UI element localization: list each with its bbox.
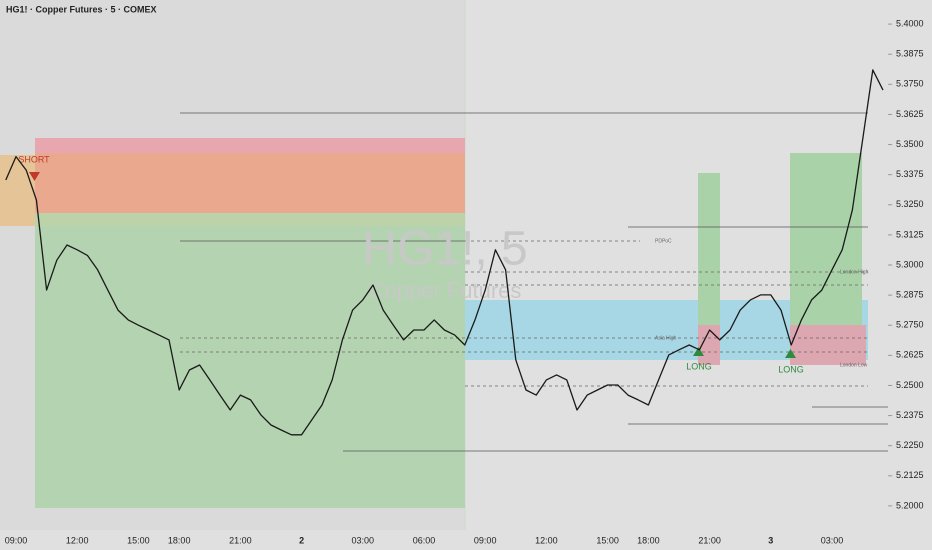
watermark: HG1!, 5 bbox=[362, 223, 527, 276]
x-tick-label: 15:00 bbox=[596, 535, 619, 545]
zone bbox=[0, 155, 35, 226]
level-label: London High bbox=[840, 269, 869, 275]
signal-marker bbox=[29, 172, 40, 181]
y-tick-label: 5.3125 bbox=[896, 229, 924, 239]
y-tick-label: 5.3500 bbox=[896, 139, 924, 149]
y-tick-label: 5.2750 bbox=[896, 320, 924, 330]
x-tick-label: 18:00 bbox=[168, 535, 191, 545]
x-tick-label: 18:00 bbox=[637, 535, 660, 545]
y-tick-label: 5.3625 bbox=[896, 109, 924, 119]
y-tick-label: 5.2875 bbox=[896, 289, 924, 299]
y-tick-label: 5.3750 bbox=[896, 79, 924, 89]
level-label: London Low bbox=[840, 362, 868, 368]
zone bbox=[35, 226, 465, 508]
zone bbox=[35, 153, 465, 213]
signal-marker bbox=[693, 347, 704, 356]
x-tick-label: 2 bbox=[299, 535, 304, 545]
zone bbox=[790, 325, 866, 365]
price-line bbox=[5, 69, 884, 436]
y-tick-label: 5.2000 bbox=[896, 500, 924, 510]
signal-label: LONG bbox=[686, 361, 712, 371]
y-tick-label: 5.3375 bbox=[896, 169, 924, 179]
zone bbox=[698, 173, 720, 352]
y-tick-label: 5.2375 bbox=[896, 410, 924, 420]
y-tick-label: 5.3250 bbox=[896, 199, 924, 209]
x-tick-label: 03:00 bbox=[821, 535, 844, 545]
y-tick-label: 5.3875 bbox=[896, 49, 924, 59]
x-tick-label: 12:00 bbox=[66, 535, 89, 545]
x-tick-label: 09:00 bbox=[474, 535, 497, 545]
x-tick-label: 12:00 bbox=[535, 535, 558, 545]
x-tick-label: 15:00 bbox=[127, 535, 150, 545]
x-tick-label: 21:00 bbox=[698, 535, 721, 545]
watermark-subtitle: Copper Futures bbox=[369, 278, 522, 303]
zone bbox=[35, 213, 465, 226]
y-tick-label: 5.3000 bbox=[896, 259, 924, 269]
level-label: PDPoC bbox=[655, 238, 672, 244]
x-tick-label: 3 bbox=[768, 535, 773, 545]
zone bbox=[790, 153, 862, 325]
x-tick-label: 21:00 bbox=[229, 535, 252, 545]
signal-label: LONG bbox=[778, 364, 804, 374]
y-tick-label: 5.4000 bbox=[896, 18, 924, 28]
signal-label: SHORT bbox=[18, 154, 50, 164]
signal-marker bbox=[785, 349, 796, 358]
y-tick-label: 5.2500 bbox=[896, 380, 924, 390]
y-tick-label: 5.2625 bbox=[896, 350, 924, 360]
chart-title: HG1! · Copper Futures · 5 · COMEX bbox=[6, 4, 157, 14]
x-tick-label: 09:00 bbox=[5, 535, 28, 545]
x-tick-label: 06:00 bbox=[413, 535, 436, 545]
level-label: Asia High bbox=[655, 335, 677, 341]
y-tick-label: 5.2125 bbox=[896, 470, 924, 480]
x-tick-label: 03:00 bbox=[352, 535, 375, 545]
y-tick-label: 5.2250 bbox=[896, 440, 924, 450]
